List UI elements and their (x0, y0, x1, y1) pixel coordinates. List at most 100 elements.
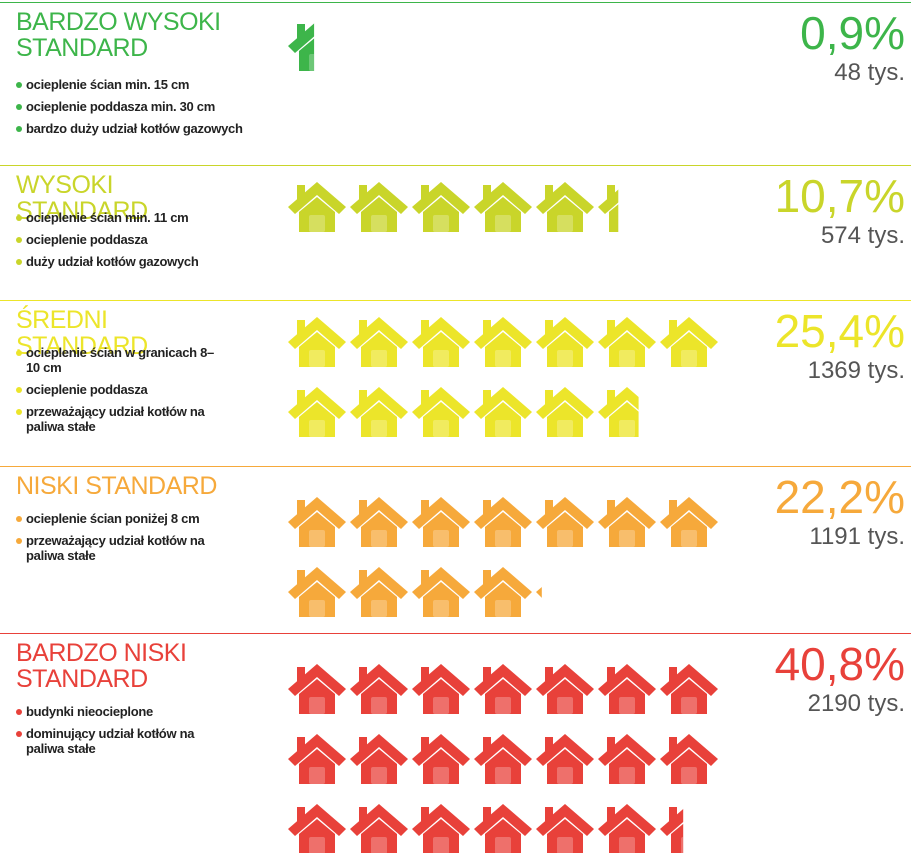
house-body (423, 679, 459, 714)
house-roof (288, 664, 346, 696)
bullet: ocieplenie poddasza (16, 382, 226, 397)
house-door (495, 420, 511, 437)
house-icon (660, 497, 718, 547)
category-section: BARDZO NISKI STANDARD budynki nieocieplon… (0, 633, 911, 853)
house-roof (350, 567, 408, 599)
house-icon (288, 664, 346, 714)
house-body (547, 402, 583, 437)
house-door (619, 767, 635, 784)
house-chimney (545, 737, 553, 753)
house-door (309, 215, 325, 232)
house-door (495, 350, 511, 367)
house-body (609, 749, 645, 784)
house-door (681, 697, 697, 714)
house-body (609, 402, 639, 437)
house-roof (536, 734, 594, 766)
house-icon (536, 497, 594, 547)
house-door (619, 837, 635, 853)
house-roof (598, 189, 619, 214)
house-roof (660, 734, 718, 766)
house-chimney (359, 667, 367, 683)
house-body (299, 402, 335, 437)
house-door (433, 767, 449, 784)
house-chimney (607, 320, 615, 336)
house-roof (474, 317, 532, 349)
house-icon (474, 567, 532, 617)
house-body (423, 749, 459, 784)
house-body (423, 819, 459, 853)
house-chimney (607, 185, 615, 201)
house-chimney (421, 807, 429, 823)
house-roof (288, 182, 346, 214)
house-chimney (483, 185, 491, 201)
house-body (299, 197, 335, 232)
house-chimney (607, 390, 615, 406)
house-door (371, 697, 387, 714)
house-door (495, 837, 511, 853)
house-icon (660, 317, 718, 367)
house-icon (536, 582, 583, 617)
house-door (557, 600, 573, 617)
house-door (495, 530, 511, 547)
category-title: ŚREDNI STANDARD (16, 306, 148, 360)
house-body (361, 582, 397, 617)
house-body (547, 582, 583, 617)
house-roof (598, 664, 656, 696)
house-door (433, 215, 449, 232)
house-door (557, 697, 573, 714)
house-roof (412, 567, 470, 599)
house-icon (598, 734, 656, 784)
bullet: dominujący udział kotłów na paliwa stałe (16, 726, 226, 756)
house-body (609, 679, 645, 714)
house-door (557, 350, 573, 367)
category-title: NISKI STANDARD (16, 472, 217, 500)
house-chimney (483, 570, 491, 586)
house-body (485, 197, 521, 232)
house-icon (350, 182, 408, 232)
house-door (433, 420, 449, 437)
house-icon (288, 182, 346, 232)
house-icon (536, 804, 594, 853)
count-label: 48 tys. (834, 59, 905, 86)
bullet: duży udział kotłów gazowych (16, 254, 286, 269)
house-icon (412, 387, 470, 437)
house-chimney (669, 737, 677, 753)
bullet: bardzo duży udział kotłów gazowych (16, 121, 286, 136)
house-roof (288, 23, 315, 53)
house-roof (474, 182, 532, 214)
house-icon (288, 317, 346, 367)
house-body (361, 402, 397, 437)
house-door (495, 600, 511, 617)
bullet: ocieplenie ścian min. 11 cm (16, 210, 286, 225)
house-icon (660, 664, 718, 714)
bullet-list: ocieplenie ścian poniżej 8 cm przeważając… (16, 511, 226, 570)
house-body (299, 332, 335, 367)
category-title: WYSOKI STANDARD (16, 171, 148, 225)
house-door (371, 600, 387, 617)
house-door (309, 350, 325, 367)
count-label: 1191 tys. (809, 523, 905, 550)
house-chimney (297, 570, 305, 586)
house-body (609, 332, 645, 367)
house-door (495, 767, 511, 784)
house-door (495, 697, 511, 714)
house-icon (536, 317, 594, 367)
house-door (557, 420, 573, 437)
icon-row (288, 317, 718, 437)
house-roof (536, 387, 594, 419)
house-roof (412, 664, 470, 696)
house-roof (288, 387, 346, 419)
house-door (371, 767, 387, 784)
house-door (433, 350, 449, 367)
house-roof (288, 317, 346, 349)
house-door (309, 837, 325, 853)
house-icon (350, 317, 408, 367)
category-section: ŚREDNI STANDARD ocieplenie ścian w granic… (0, 300, 911, 466)
house-roof (536, 587, 542, 598)
house-body (671, 749, 707, 784)
bullet-list: ocieplenie ścian min. 11 cm ocieplenie po… (16, 210, 286, 276)
house-icon (598, 664, 656, 714)
house-body (547, 819, 583, 853)
bullet-list: ocieplenie ścian w granicach 8–10 cm ocie… (16, 345, 226, 441)
bullet-list: ocieplenie ścian min. 15 cm ocieplenie po… (16, 77, 286, 143)
